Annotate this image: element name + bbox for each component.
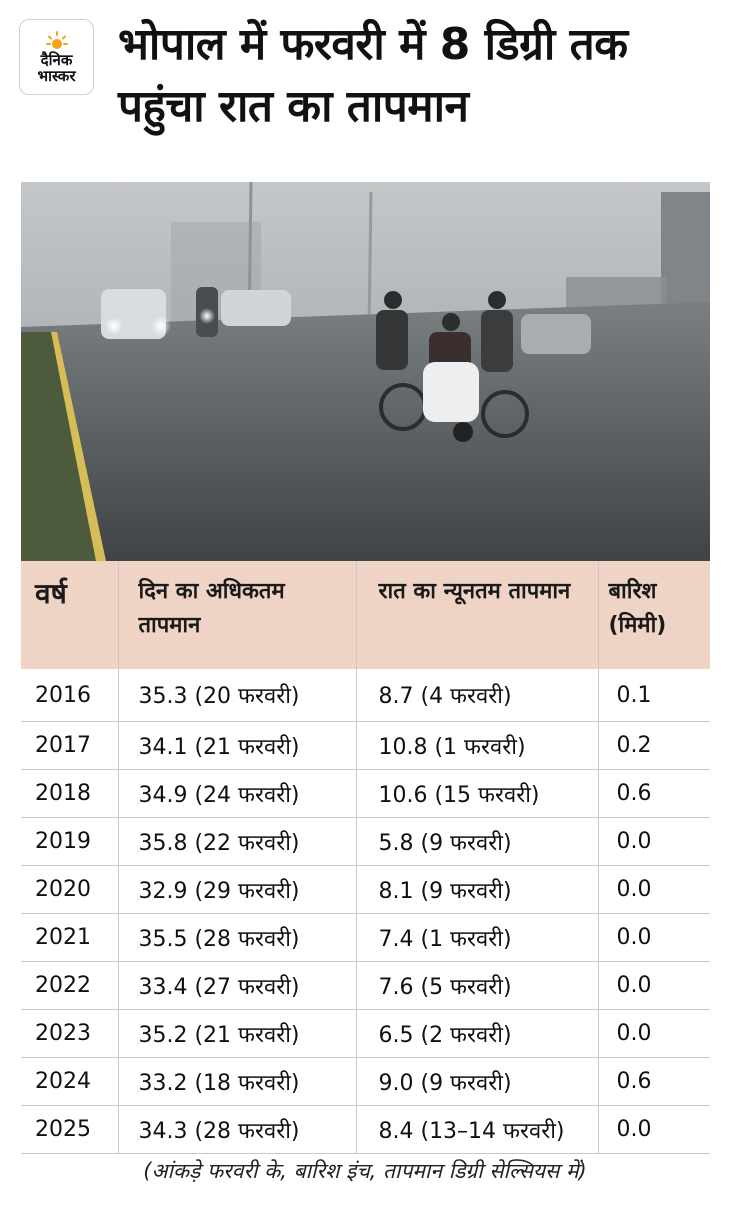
table-row: 2021 35.5 (28 फरवरी) 7.4 (1 फरवरी) 0.0 (21, 913, 710, 962)
footnote: (आंकड़े फरवरी के, बारिश इंच, तापमान डिग्… (143, 1159, 587, 1183)
cell-year: 2023 (21, 1009, 118, 1058)
cell-year: 2022 (21, 961, 118, 1010)
cell-rainfall: 0.2 (597, 721, 710, 770)
table-row: 2018 34.9 (24 फरवरी) 10.6 (15 फरवरी) 0.6 (21, 769, 710, 818)
cell-max-temp: 35.2 (21 फरवरी) (117, 1009, 356, 1058)
headline: भोपाल में फरवरी में 8 डिग्री तक पहुंचा र… (118, 19, 628, 132)
table-row: 2019 35.8 (22 फरवरी) 5.8 (9 फरवरी) 0.0 (21, 817, 710, 866)
cell-rainfall: 0.0 (597, 1009, 710, 1058)
cell-max-temp: 34.1 (21 फरवरी) (117, 721, 356, 770)
cell-max-temp: 35.5 (28 फरवरी) (117, 913, 356, 962)
cell-year: 2020 (21, 865, 118, 914)
cell-min-temp: 7.4 (1 फरवरी) (355, 913, 598, 962)
column-header-rainfall: बारिश (मिमी) (597, 561, 710, 669)
cell-rainfall: 0.0 (597, 817, 710, 866)
cell-min-temp: 8.1 (9 फरवरी) (355, 865, 598, 914)
cell-max-temp: 34.9 (24 फरवरी) (117, 769, 356, 818)
foggy-road-photo (21, 182, 710, 561)
table-header-row: वर्ष दिन का अधिकतम तापमान रात का न्यूनतम… (21, 561, 710, 669)
cell-rainfall: 0.0 (597, 961, 710, 1010)
cell-min-temp: 8.4 (13–14 फरवरी) (355, 1105, 598, 1154)
cell-min-temp: 10.8 (1 फरवरी) (355, 721, 598, 770)
cell-min-temp: 6.5 (2 फरवरी) (355, 1009, 598, 1058)
cell-rainfall: 0.0 (597, 913, 710, 962)
table-row: 2022 33.4 (27 फरवरी) 7.6 (5 फरवरी) 0.0 (21, 961, 710, 1010)
cell-max-temp: 35.8 (22 फरवरी) (117, 817, 356, 866)
column-header-max-temp: दिन का अधिकतम तापमान (117, 561, 356, 669)
table-row: 2017 34.1 (21 फरवरी) 10.8 (1 फरवरी) 0.2 (21, 721, 710, 770)
column-header-year: वर्ष (21, 561, 118, 669)
cell-year: 2019 (21, 817, 118, 866)
cell-min-temp: 5.8 (9 फरवरी) (355, 817, 598, 866)
cell-year: 2021 (21, 913, 118, 962)
cell-year: 2016 (21, 669, 118, 722)
cell-rainfall: 0.0 (597, 865, 710, 914)
cell-min-temp: 8.7 (4 फरवरी) (355, 669, 598, 722)
cell-year: 2017 (21, 721, 118, 770)
cell-rainfall: 0.6 (597, 769, 710, 818)
table-row: 2023 35.2 (21 फरवरी) 6.5 (2 फरवरी) 0.0 (21, 1009, 710, 1058)
cell-max-temp: 33.2 (18 फरवरी) (117, 1057, 356, 1106)
sun-icon (45, 31, 68, 49)
cell-min-temp: 10.6 (15 फरवरी) (355, 769, 598, 818)
brand-logo: दैनिक भास्कर (19, 19, 94, 95)
cell-year: 2024 (21, 1057, 118, 1106)
table-row: 2024 33.2 (18 फरवरी) 9.0 (9 फरवरी) 0.6 (21, 1057, 710, 1106)
table-row: 2020 32.9 (29 फरवरी) 8.1 (9 फरवरी) 0.0 (21, 865, 710, 914)
cell-rainfall: 0.0 (597, 1105, 710, 1154)
cell-year: 2018 (21, 769, 118, 818)
table-row: 2025 34.3 (28 फरवरी) 8.4 (13–14 फरवरी) 0… (21, 1105, 710, 1154)
cell-max-temp: 34.3 (28 फरवरी) (117, 1105, 356, 1154)
cell-min-temp: 7.6 (5 फरवरी) (355, 961, 598, 1010)
cell-rainfall: 0.6 (597, 1057, 710, 1106)
cell-max-temp: 32.9 (29 फरवरी) (117, 865, 356, 914)
cell-min-temp: 9.0 (9 फरवरी) (355, 1057, 598, 1106)
cell-max-temp: 33.4 (27 फरवरी) (117, 961, 356, 1010)
table-row: 2016 35.3 (20 फरवरी) 8.7 (4 फरवरी) 0.1 (21, 669, 710, 722)
column-header-min-temp: रात का न्यूनतम तापमान (355, 561, 598, 669)
cell-max-temp: 35.3 (20 फरवरी) (117, 669, 356, 722)
cell-rainfall: 0.1 (597, 669, 710, 722)
cell-year: 2025 (21, 1105, 118, 1154)
brand-logo-text: दैनिक भास्कर (37, 51, 76, 85)
temperature-table: वर्ष दिन का अधिकतम तापमान रात का न्यूनतम… (21, 561, 710, 1154)
